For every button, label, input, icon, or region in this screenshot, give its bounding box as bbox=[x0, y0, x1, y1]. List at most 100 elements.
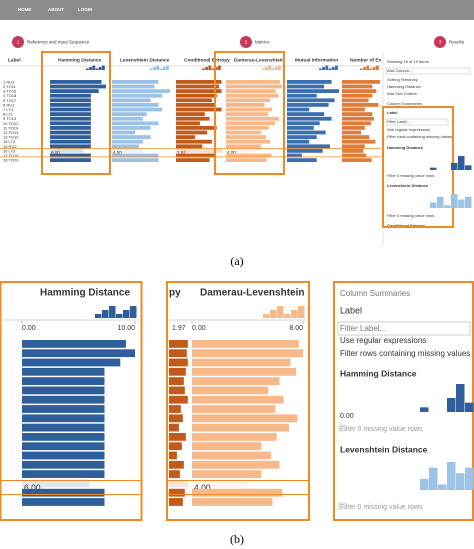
bar bbox=[342, 116, 374, 121]
zoom-bar bbox=[169, 479, 188, 488]
bar bbox=[342, 98, 369, 103]
bar bbox=[226, 144, 261, 149]
filter-input[interactable] bbox=[385, 118, 449, 126]
zoom-bar bbox=[192, 367, 297, 376]
bar bbox=[287, 153, 302, 158]
column-header[interactable]: Conditional Entropy bbox=[184, 57, 230, 63]
zoom-bar bbox=[192, 451, 272, 460]
step-label: Results bbox=[449, 40, 465, 45]
add-column-input[interactable] bbox=[385, 67, 471, 75]
bar bbox=[50, 158, 91, 162]
nav-link[interactable]: HOME bbox=[18, 7, 32, 12]
bar bbox=[342, 153, 367, 158]
column-header[interactable]: Label bbox=[8, 57, 21, 63]
bar bbox=[342, 121, 371, 126]
nav-link[interactable]: ABOUT bbox=[48, 7, 64, 12]
zoom-header: Hamming Distance bbox=[40, 288, 130, 299]
summary-text: Column Summaries bbox=[340, 289, 410, 298]
mini-histogram-bar bbox=[150, 68, 153, 70]
summary-histogram-bar bbox=[458, 199, 465, 208]
checkbox[interactable] bbox=[338, 502, 346, 510]
row-label: 5 TO17 bbox=[3, 98, 17, 103]
zoom-bar bbox=[192, 395, 284, 404]
bar bbox=[226, 116, 280, 121]
bar bbox=[112, 149, 143, 153]
checkbox[interactable] bbox=[338, 424, 346, 432]
bar bbox=[287, 149, 323, 153]
mini-histogram-bar bbox=[372, 67, 376, 70]
summary-histogram-bar bbox=[465, 196, 472, 208]
summary-text: Filter 0 missing value rows bbox=[340, 504, 423, 511]
column-header[interactable]: Mutual Information bbox=[295, 57, 338, 63]
value-label: 6.00 bbox=[51, 150, 60, 155]
mini-histogram-bar bbox=[92, 65, 96, 70]
bar bbox=[176, 112, 205, 116]
zoom-bar bbox=[192, 442, 262, 451]
zoom-bar bbox=[22, 414, 105, 423]
mini-histogram-bar bbox=[369, 68, 373, 70]
row-label: 6 RU1 bbox=[3, 102, 15, 107]
mini-histogram-bar bbox=[166, 65, 169, 70]
bar bbox=[226, 149, 254, 153]
zoom-bar bbox=[22, 340, 126, 348]
bar bbox=[112, 98, 151, 103]
bar bbox=[342, 126, 365, 130]
row-label: 10 TO12 bbox=[3, 121, 19, 126]
bar bbox=[50, 112, 91, 116]
summary-text: Filter 0 missing value rows bbox=[387, 173, 434, 178]
zoom-bar bbox=[169, 386, 185, 395]
summary-text: 0.00 bbox=[340, 413, 354, 420]
bar bbox=[176, 93, 217, 98]
row-label: 18 TO20 bbox=[3, 158, 19, 163]
zoom-value-label: 6.00 bbox=[24, 482, 41, 492]
value-label: 4.00 bbox=[227, 150, 236, 155]
row-label: 17 TO15 bbox=[3, 153, 19, 158]
zoom-bar bbox=[169, 433, 186, 441]
mini-histogram-bar bbox=[262, 68, 265, 70]
bar bbox=[176, 80, 222, 84]
zoom-header: Damerau-Levenshtein bbox=[200, 288, 304, 299]
row-label: 2 TO11 bbox=[3, 84, 17, 89]
summary-text: Filter Label... bbox=[340, 324, 386, 333]
bar bbox=[226, 135, 266, 139]
summary-histogram-bar bbox=[430, 167, 437, 170]
step-circle bbox=[240, 36, 252, 48]
mini-histogram-bar bbox=[325, 65, 329, 70]
mini-histogram-bar bbox=[156, 65, 160, 70]
zoom-mini-histogram bbox=[109, 306, 116, 318]
bar bbox=[287, 135, 317, 139]
axis-tick-label: 10.00 bbox=[117, 325, 135, 332]
zoom-bar bbox=[169, 349, 187, 358]
bar bbox=[112, 107, 163, 112]
side-text: Add Sort Criteria bbox=[387, 91, 417, 96]
mini-histogram-bar bbox=[274, 67, 278, 70]
zoom-bar bbox=[192, 386, 269, 395]
zoom-bar bbox=[169, 377, 184, 385]
bar bbox=[50, 149, 84, 153]
zoom-bar bbox=[22, 498, 105, 506]
bar bbox=[287, 126, 314, 130]
bar bbox=[226, 126, 269, 130]
summary-text: Hamming Distance bbox=[387, 145, 424, 150]
zoom-bar bbox=[22, 367, 105, 376]
column-header[interactable]: Number of En bbox=[350, 57, 382, 63]
mini-histogram-bar bbox=[268, 65, 272, 70]
side-text: Sorting Hierarchy bbox=[387, 77, 418, 82]
mini-histogram-bar bbox=[89, 67, 92, 70]
bar bbox=[176, 107, 222, 112]
mini-histogram-bar bbox=[98, 67, 102, 70]
bar bbox=[112, 135, 151, 139]
column-header[interactable]: Levenshtein Distance bbox=[120, 57, 170, 63]
nav-link[interactable]: LOGIN bbox=[78, 7, 92, 12]
zoom-bar bbox=[192, 479, 248, 488]
bar bbox=[176, 84, 220, 89]
filter-input[interactable] bbox=[337, 321, 471, 336]
cut-tick: 1.97 bbox=[172, 325, 186, 332]
bar bbox=[112, 84, 155, 89]
zoom-bar bbox=[169, 405, 181, 413]
summary-histogram-bar bbox=[420, 478, 429, 490]
column-header[interactable]: Hamming Distance bbox=[58, 57, 102, 63]
column-header[interactable]: Damerau-Levenshtein bbox=[234, 57, 284, 63]
mini-histogram-bar bbox=[335, 65, 338, 70]
caption: (b) bbox=[230, 532, 244, 546]
